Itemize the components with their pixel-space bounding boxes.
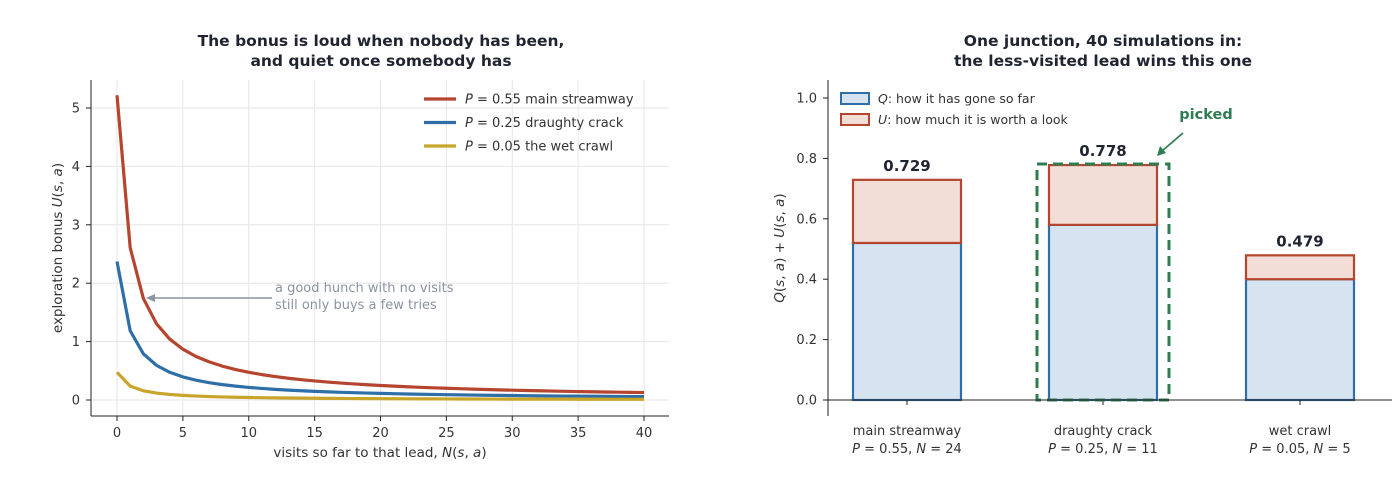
right-y-tick-label: 1.0	[796, 92, 817, 107]
annotation: a good hunch with no visits still only b…	[146, 281, 454, 313]
bar-total-label: 0.729	[883, 157, 930, 175]
left-y-tick-label: 1	[72, 335, 80, 350]
series-line-draughty-crack	[115, 261, 645, 399]
legend-entry-Q: Q: how it has gone so far	[878, 91, 1036, 106]
left-x-tick-label: 5	[179, 426, 187, 441]
bar-u-wet-crawl	[1244, 254, 1356, 281]
left-chart: The bonus is loud when nobody has been, …	[50, 32, 669, 461]
right-y-tick-label: 0.0	[796, 394, 817, 409]
picked-arrow-head	[1157, 146, 1166, 156]
left-y-tick-label: 3	[72, 218, 80, 233]
picked-label: picked	[1179, 107, 1232, 123]
legend-swatch-Q	[840, 92, 870, 105]
series-line-main-streamway	[115, 95, 645, 395]
annotation-line-2: still only buys a few tries	[275, 298, 437, 313]
category-sublabel: P = 0.25, N = 11	[1048, 442, 1158, 457]
category-label: main streamway	[853, 424, 962, 439]
legend-swatch-U	[840, 113, 870, 126]
left-x-tick-label: 25	[438, 426, 455, 441]
right-legend: Q: how it has gone so far U: how much it …	[840, 91, 1068, 127]
bar-q-wet-crawl	[1244, 278, 1356, 402]
right-bars: 0.729 main streamway P = 0.55, N = 24 0.778…	[851, 142, 1356, 457]
legend-entry: P = 0.25 draughty crack	[465, 116, 624, 131]
bar-u-main-streamway	[851, 178, 963, 245]
series-line-the-wet-crawl	[115, 371, 645, 401]
left-x-tick-label: 30	[504, 426, 521, 441]
right-y-tick-label: 0.6	[796, 212, 817, 227]
picked-callout: picked	[1157, 107, 1233, 156]
left-y-tick-label: 2	[72, 277, 80, 292]
category-sublabel: P = 0.05, N = 5	[1249, 442, 1350, 457]
bar-total-label: 0.778	[1079, 142, 1126, 160]
left-x-tick-label: 20	[372, 426, 389, 441]
right-y-tick-label: 0.4	[796, 273, 817, 288]
legend-entry: P = 0.55 main streamway	[465, 93, 634, 108]
right-ticks: 0.0 0.2 0.4 0.6 0.8 1.0	[796, 92, 828, 409]
left-y-tick-label: 0	[72, 394, 80, 409]
right-y-tick-label: 0.8	[796, 152, 817, 167]
bar-q-draughty-crack	[1047, 223, 1159, 402]
annotation-arrow-head	[146, 294, 155, 302]
left-x-label: visits so far to that lead, N(s, a)	[273, 445, 486, 461]
left-x-tick-label: 10	[240, 426, 257, 441]
left-y-label: exploration bonus U(s, a)	[50, 163, 66, 333]
category-sublabel: P = 0.55, N = 24	[852, 442, 962, 457]
right-title-line-1: One junction, 40 simulations in:	[964, 32, 1242, 50]
right-title-line-2: the less-visited lead wins this one	[954, 52, 1252, 70]
left-x-tick-label: 40	[636, 426, 653, 441]
left-legend: P = 0.55 main streamway P = 0.25 draughty…	[424, 93, 634, 155]
legend-entry-U: U: how much it is worth a look	[878, 112, 1068, 127]
bar-total-label: 0.479	[1276, 232, 1323, 250]
right-chart: One junction, 40 simulations in: the les…	[772, 32, 1392, 457]
left-x-tick-label: 15	[306, 426, 323, 441]
category-label: wet crawl	[1269, 424, 1332, 439]
left-curves	[115, 95, 645, 401]
legend-entry: P = 0.05 the wet crawl	[465, 140, 613, 155]
right-y-tick-label: 0.2	[796, 333, 817, 348]
left-y-tick-label: 4	[72, 160, 80, 175]
annotation-line-1: a good hunch with no visits	[275, 281, 454, 296]
left-title-line-1: The bonus is loud when nobody has been,	[198, 32, 565, 50]
category-label: draughty crack	[1054, 424, 1153, 439]
picked-arrow-line	[1161, 132, 1184, 152]
right-y-label: Q(s, a) + U(s, a)	[772, 193, 788, 302]
bar-q-main-streamway	[851, 241, 963, 402]
left-title-line-2: and quiet once somebody has	[250, 52, 511, 70]
left-x-tick-label: 35	[570, 426, 587, 441]
bar-u-draughty-crack	[1047, 163, 1159, 226]
left-ticks: 0 5 10 15 20 25 30 35 40 0 1 2 3 4 5	[72, 102, 653, 442]
left-y-tick-label: 5	[72, 102, 80, 117]
left-x-tick-label: 0	[113, 426, 121, 441]
